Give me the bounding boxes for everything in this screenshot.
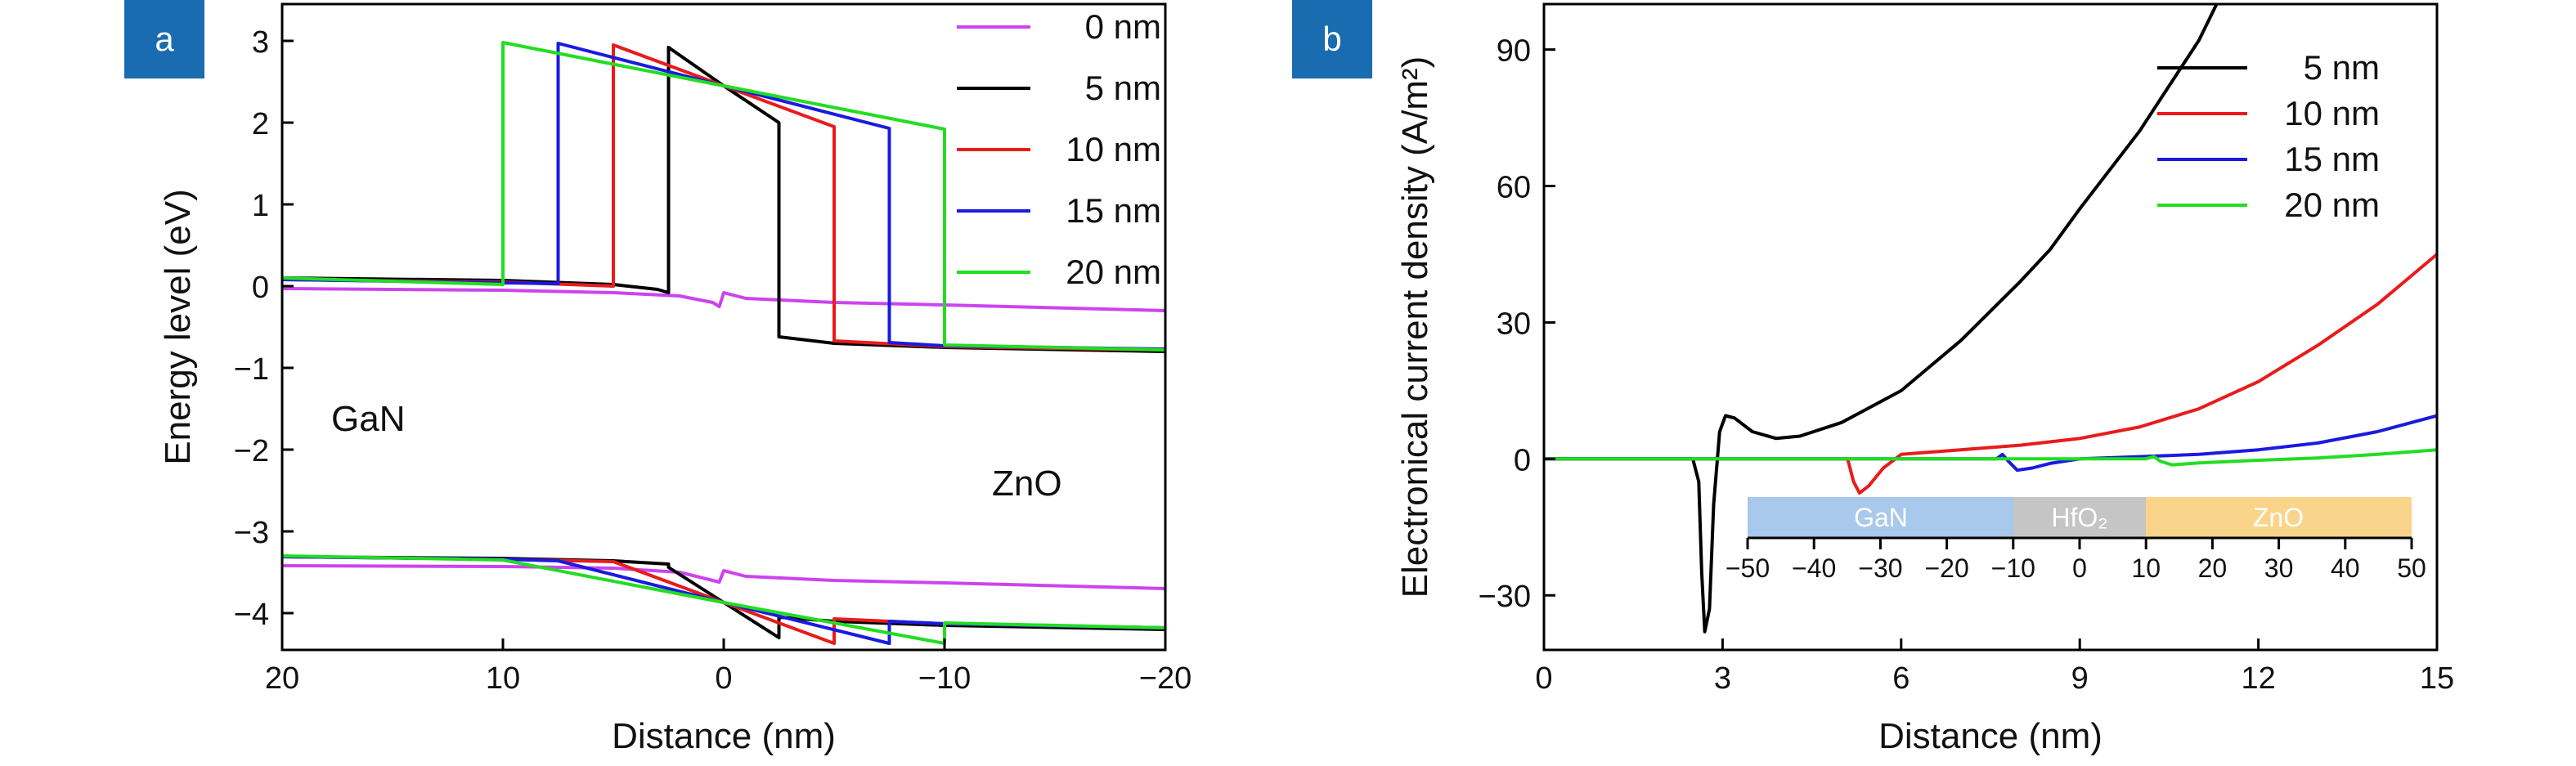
x-tick-label: 12 <box>2241 661 2275 696</box>
inset-ticks: −50 −40 −30 −20 −10 0 10 20 30 40 50 <box>1726 538 2426 583</box>
y-tick-label: −3 <box>234 516 269 550</box>
inset-tick-label: 30 <box>2264 553 2294 583</box>
legend-label-20-nm: 20 nm <box>1066 253 1161 291</box>
y-tick-label: 30 <box>1497 307 1531 341</box>
panel-a-x-ticks: 20 10 0 −10 −20 <box>265 638 1192 696</box>
inset-tick-label: 20 <box>2198 553 2228 583</box>
legend-label-5-nm: 5 nm <box>1085 69 1161 107</box>
x-tick-label: 0 <box>715 661 732 696</box>
panel-b: b GaN HfO₂ ZnO −50 −40 −30 −20 −10 0 10 20 30 40 5… <box>1292 0 2454 756</box>
y-tick-label: −4 <box>234 598 269 632</box>
inset-gan-region <box>1748 497 2013 538</box>
panel-a-plot-frame <box>280 2 1167 652</box>
x-tick-label: 10 <box>486 661 520 696</box>
series-15-nm-valence-band-line <box>282 555 1165 645</box>
panel-a-gan-label: GaN <box>331 399 405 439</box>
y-tick-label: 1 <box>252 189 269 223</box>
inset-tick-label: −10 <box>1991 553 2035 583</box>
panel-a-y-ticks: 3 2 1 0 −1 −2 −3 −4 <box>234 25 294 632</box>
panel-b-legend: 5 nm 10 nm 15 nm 20 nm <box>2157 48 2380 224</box>
y-tick-label: −1 <box>234 352 269 387</box>
legend-label-5-nm: 5 nm <box>2304 48 2380 87</box>
inset-tick-label: 0 <box>2072 553 2087 583</box>
panel-b-x-axis-label: Distance (nm) <box>1878 716 2103 756</box>
inset-zno-region <box>2146 497 2412 538</box>
y-tick-label: −2 <box>234 434 269 468</box>
inset-tick-label: −40 <box>1792 553 1836 583</box>
series-20-nm-valence-band-line <box>282 554 1165 645</box>
inset-tick-label: 40 <box>2331 553 2360 583</box>
panel-b-inset: GaN HfO₂ ZnO −50 −40 −30 −20 −10 0 10 20 30 40 50 <box>1726 497 2426 583</box>
y-tick-label: 2 <box>252 107 269 141</box>
series-10-nm-conduction-band-line <box>282 43 1165 352</box>
panel-b-x-ticks: 0 3 6 9 12 15 <box>1535 638 2454 696</box>
panel-a-x-axis-label: Distance (nm) <box>612 716 836 756</box>
panel-b-y-ticks: 90 60 30 0 −30 <box>1479 34 1555 614</box>
legend-label-15-nm: 15 nm <box>1066 191 1161 230</box>
legend-label-15-nm: 15 nm <box>2284 140 2380 178</box>
legend-label-0-nm: 0 nm <box>1085 7 1161 46</box>
x-tick-label: 9 <box>2071 661 2089 696</box>
panel-a-legend: 0 nm 5 nm 10 nm 15 nm 20 nm <box>957 7 1161 291</box>
panel-a-zno-label: ZnO <box>992 464 1062 504</box>
inset-tick-label: −50 <box>1726 553 1770 583</box>
x-tick-label: 20 <box>265 661 299 696</box>
series-15-nm-current-line <box>1544 414 2437 473</box>
series-0-nm-conduction-band-line <box>282 287 1165 312</box>
inset-gan-label: GaN <box>1854 503 1908 532</box>
series-15-nm-conduction-band-line <box>282 42 1165 351</box>
series-10-nm-current-line <box>1544 253 2437 495</box>
legend-label-10-nm: 10 nm <box>1066 130 1161 168</box>
inset-hfo2-label: HfO₂ <box>2051 503 2107 532</box>
inset-tick-label: 10 <box>2131 553 2161 583</box>
inset-tick-label: −20 <box>1924 553 1968 583</box>
y-tick-label: 3 <box>252 25 269 60</box>
x-tick-label: −10 <box>918 661 971 696</box>
y-tick-label: 0 <box>252 271 269 305</box>
y-tick-label: 0 <box>1514 443 1531 477</box>
panel-a-y-axis-label: Energy level (eV) <box>158 189 198 464</box>
panel-b-plot-frame <box>1542 2 2439 652</box>
x-tick-label: 0 <box>1535 661 1552 696</box>
inset-tick-label: −30 <box>1858 553 1902 583</box>
inset-zno-label: ZnO <box>2253 503 2304 532</box>
panel-b-y-axis-label: Electronical current density (A/m²) <box>1395 56 1435 598</box>
series-5-nm-current-line <box>1544 4 2219 634</box>
series-20-nm-conduction-band-line <box>282 41 1165 352</box>
panel-a-badge <box>124 0 204 78</box>
series-20-nm-current-line <box>1544 448 2437 467</box>
y-tick-label: 60 <box>1497 171 1531 205</box>
y-tick-label: 90 <box>1497 34 1531 69</box>
inset-tick-label: 50 <box>2397 553 2426 583</box>
y-tick-label: −30 <box>1479 580 1531 614</box>
x-tick-label: 3 <box>1714 661 1731 696</box>
legend-label-20-nm: 20 nm <box>2284 186 2380 224</box>
panel-b-badge <box>1292 0 1372 78</box>
panel-a-curves <box>282 41 1165 645</box>
x-tick-label: 15 <box>2420 661 2454 696</box>
panel-b-curves <box>1544 4 2437 634</box>
legend-label-10-nm: 10 nm <box>2284 94 2380 132</box>
inset-hfo2-region <box>2013 497 2146 538</box>
x-tick-label: −20 <box>1139 661 1192 696</box>
panel-b-badge-text: b <box>1322 20 1341 58</box>
panel-a-badge-text: a <box>155 20 174 58</box>
series-0-nm-valence-band-line <box>282 564 1165 590</box>
x-tick-label: 6 <box>1892 661 1910 696</box>
